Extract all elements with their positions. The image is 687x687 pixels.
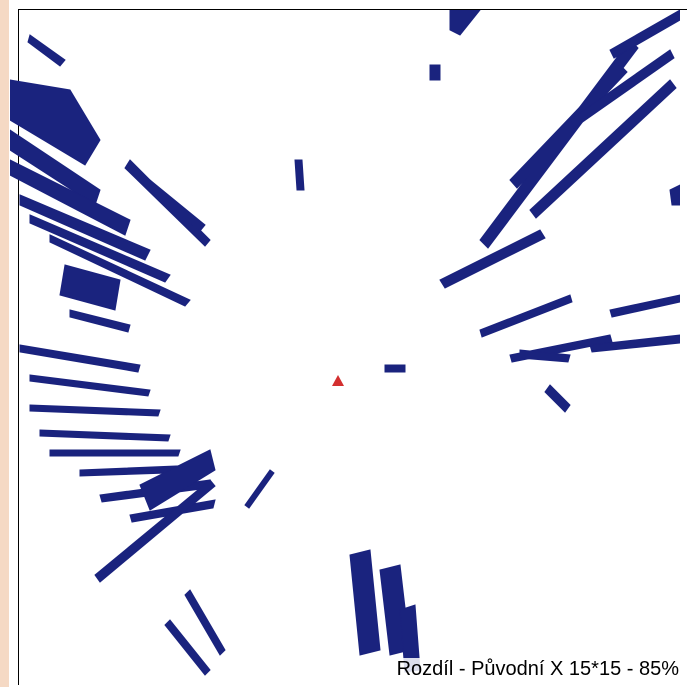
shadow-layer xyxy=(10,10,680,676)
viewshed-map[interactable] xyxy=(10,10,680,680)
observer-triangle-icon xyxy=(332,375,344,386)
map-caption: Rozdíl - Původní X 15*15 - 85% xyxy=(394,658,681,681)
map-border xyxy=(18,9,687,685)
